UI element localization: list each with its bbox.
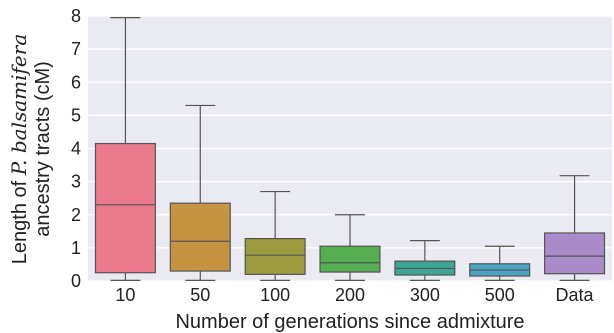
x-tick-label: 100 <box>260 285 290 305</box>
box-Data <box>544 232 606 275</box>
y-tick-label: 3 <box>71 172 81 192</box>
x-tick-label: 10 <box>115 285 135 305</box>
x-tick-label: Data <box>556 285 595 305</box>
box-50 <box>169 202 231 272</box>
y-axis-label-prefix: Length of <box>9 175 31 264</box>
y-tick-label: 7 <box>71 39 81 59</box>
boxes <box>94 17 606 281</box>
box-100 <box>244 238 306 275</box>
y-tick-label: 2 <box>71 205 81 225</box>
y-tick-label: 1 <box>71 238 81 258</box>
x-axis-label: Number of generations since admixture <box>175 311 524 333</box>
box-200 <box>319 245 381 273</box>
y-tick-label: 5 <box>71 105 81 125</box>
x-tick-label: 300 <box>410 285 440 305</box>
y-axis-ticks: 0 1 2 3 4 5 6 7 8 <box>71 6 81 291</box>
y-tick-label: 6 <box>71 72 81 92</box>
y-axis-label-math: P. balsamifera <box>7 34 31 177</box>
x-tick-label: 200 <box>335 285 365 305</box>
y-tick-label: 8 <box>71 6 81 26</box>
x-axis-ticks: 10 50 100 200 300 500 Data <box>115 285 594 305</box>
x-tick-label: 500 <box>485 285 515 305</box>
x-tick-label: 50 <box>190 285 210 305</box>
y-axis-label-line2: ancestry tracts (cM) <box>32 61 54 237</box>
box-10 <box>94 142 156 274</box>
y-axis-label-line1: Length of P. balsamifera <box>7 34 31 264</box>
y-tick-label: 0 <box>71 271 81 291</box>
y-tick-label: 4 <box>71 139 81 159</box>
